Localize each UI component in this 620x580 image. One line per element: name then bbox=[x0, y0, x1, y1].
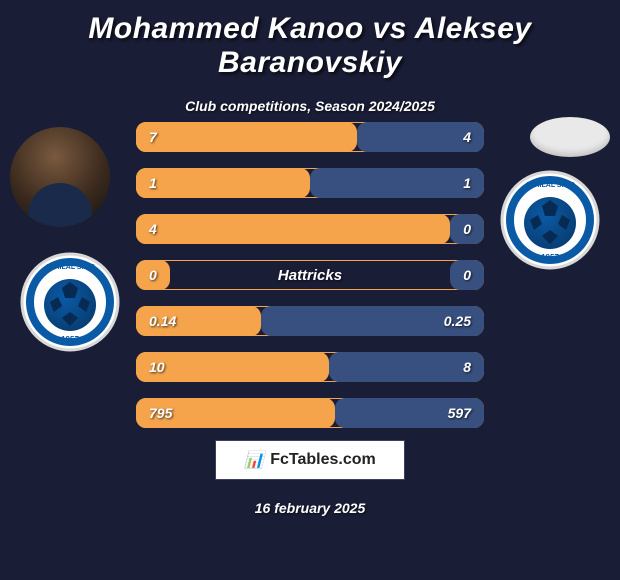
stat-left-value: 7 bbox=[149, 129, 157, 145]
club-right-badge: ALHILAL S. FC 1957 bbox=[500, 170, 600, 270]
player-left-avatar bbox=[10, 127, 110, 227]
stat-right-value: 0.25 bbox=[444, 313, 471, 329]
stat-right-value: 597 bbox=[448, 405, 471, 421]
stat-right-value: 8 bbox=[463, 359, 471, 375]
brand-badge[interactable]: 📊 FcTables.com bbox=[215, 440, 405, 480]
stat-left-value: 1 bbox=[149, 175, 157, 191]
stat-row: 10 Shots per goal 8 bbox=[136, 352, 484, 382]
page-title: Mohammed Kanoo vs Aleksey Baranovskiy bbox=[0, 0, 620, 80]
brand-logo-icon: 📊 bbox=[244, 450, 264, 470]
svg-text:ALHILAL S. FC: ALHILAL S. FC bbox=[45, 264, 95, 271]
stat-row: 795 Min per goal 597 bbox=[136, 398, 484, 428]
stat-left-value: 795 bbox=[149, 405, 172, 421]
brand-text: FcTables.com bbox=[270, 451, 376, 469]
stat-left-value: 0.14 bbox=[149, 313, 176, 329]
svg-text:1957: 1957 bbox=[541, 253, 559, 262]
bar-right bbox=[310, 168, 484, 198]
bar-left bbox=[136, 122, 357, 152]
stat-row: 7 Matches 4 bbox=[136, 122, 484, 152]
subtitle: Club competitions, Season 2024/2025 bbox=[0, 98, 620, 114]
bar-left bbox=[136, 214, 450, 244]
stat-label: Hattricks bbox=[278, 267, 342, 284]
stats-table: 7 Matches 4 1 Goals 1 4 Assists 0 0 Hatt… bbox=[136, 122, 484, 444]
bar-left bbox=[136, 168, 310, 198]
stat-right-value: 4 bbox=[463, 129, 471, 145]
svg-text:ALHILAL S. FC: ALHILAL S. FC bbox=[525, 182, 575, 189]
stat-row: 0 Hattricks 0 bbox=[136, 260, 484, 290]
stat-row: 0.14 Goals per match 0.25 bbox=[136, 306, 484, 336]
stat-right-value: 1 bbox=[463, 175, 471, 191]
stat-left-value: 0 bbox=[149, 267, 157, 283]
stat-right-value: 0 bbox=[463, 267, 471, 283]
svg-text:1957: 1957 bbox=[61, 335, 79, 344]
player-right-avatar bbox=[530, 117, 610, 157]
stat-right-value: 0 bbox=[463, 221, 471, 237]
date-label: 16 february 2025 bbox=[0, 500, 620, 516]
stat-left-value: 10 bbox=[149, 359, 165, 375]
stat-left-value: 4 bbox=[149, 221, 157, 237]
stat-row: 1 Goals 1 bbox=[136, 168, 484, 198]
club-left-badge: ALHILAL S. FC 1957 bbox=[20, 252, 120, 352]
bar-right bbox=[329, 352, 484, 382]
stat-row: 4 Assists 0 bbox=[136, 214, 484, 244]
